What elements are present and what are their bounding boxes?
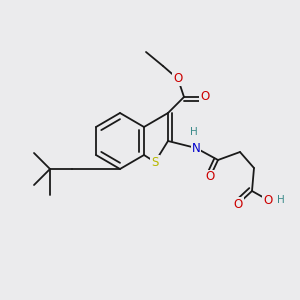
Text: O: O [233,197,243,211]
Text: O: O [263,194,273,206]
Text: O: O [173,73,183,85]
Text: H: H [277,195,285,205]
Text: N: N [192,142,200,154]
Text: H: H [190,127,198,137]
Text: S: S [151,155,159,169]
Text: O: O [206,170,214,184]
Text: O: O [200,91,210,103]
